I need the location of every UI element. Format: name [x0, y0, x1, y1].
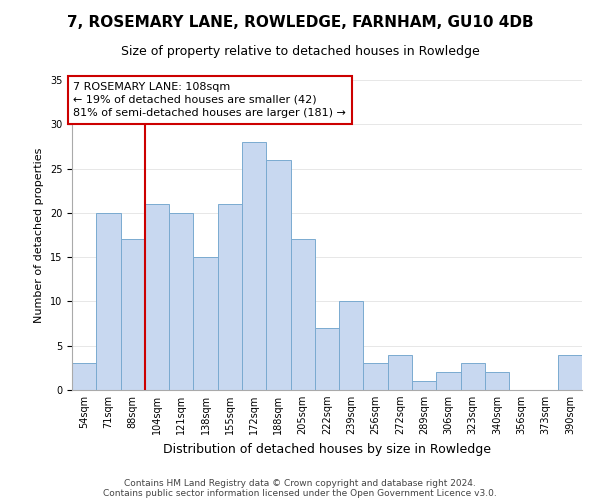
Bar	[169, 213, 193, 390]
Bar	[290, 240, 315, 390]
Bar	[558, 354, 582, 390]
Bar	[339, 302, 364, 390]
Bar	[266, 160, 290, 390]
Bar	[218, 204, 242, 390]
Bar	[315, 328, 339, 390]
Bar	[121, 240, 145, 390]
Text: 7 ROSEMARY LANE: 108sqm
← 19% of detached houses are smaller (42)
81% of semi-de: 7 ROSEMARY LANE: 108sqm ← 19% of detache…	[73, 82, 346, 118]
Bar	[72, 364, 96, 390]
Bar	[436, 372, 461, 390]
Text: Contains public sector information licensed under the Open Government Licence v3: Contains public sector information licen…	[103, 488, 497, 498]
Bar	[461, 364, 485, 390]
Bar	[364, 364, 388, 390]
Y-axis label: Number of detached properties: Number of detached properties	[34, 148, 44, 322]
Text: Contains HM Land Registry data © Crown copyright and database right 2024.: Contains HM Land Registry data © Crown c…	[124, 478, 476, 488]
Bar	[412, 381, 436, 390]
Bar	[96, 213, 121, 390]
Bar	[485, 372, 509, 390]
Text: 7, ROSEMARY LANE, ROWLEDGE, FARNHAM, GU10 4DB: 7, ROSEMARY LANE, ROWLEDGE, FARNHAM, GU1…	[67, 15, 533, 30]
Bar	[388, 354, 412, 390]
Bar	[242, 142, 266, 390]
Bar	[145, 204, 169, 390]
Text: Size of property relative to detached houses in Rowledge: Size of property relative to detached ho…	[121, 45, 479, 58]
X-axis label: Distribution of detached houses by size in Rowledge: Distribution of detached houses by size …	[163, 442, 491, 456]
Bar	[193, 257, 218, 390]
